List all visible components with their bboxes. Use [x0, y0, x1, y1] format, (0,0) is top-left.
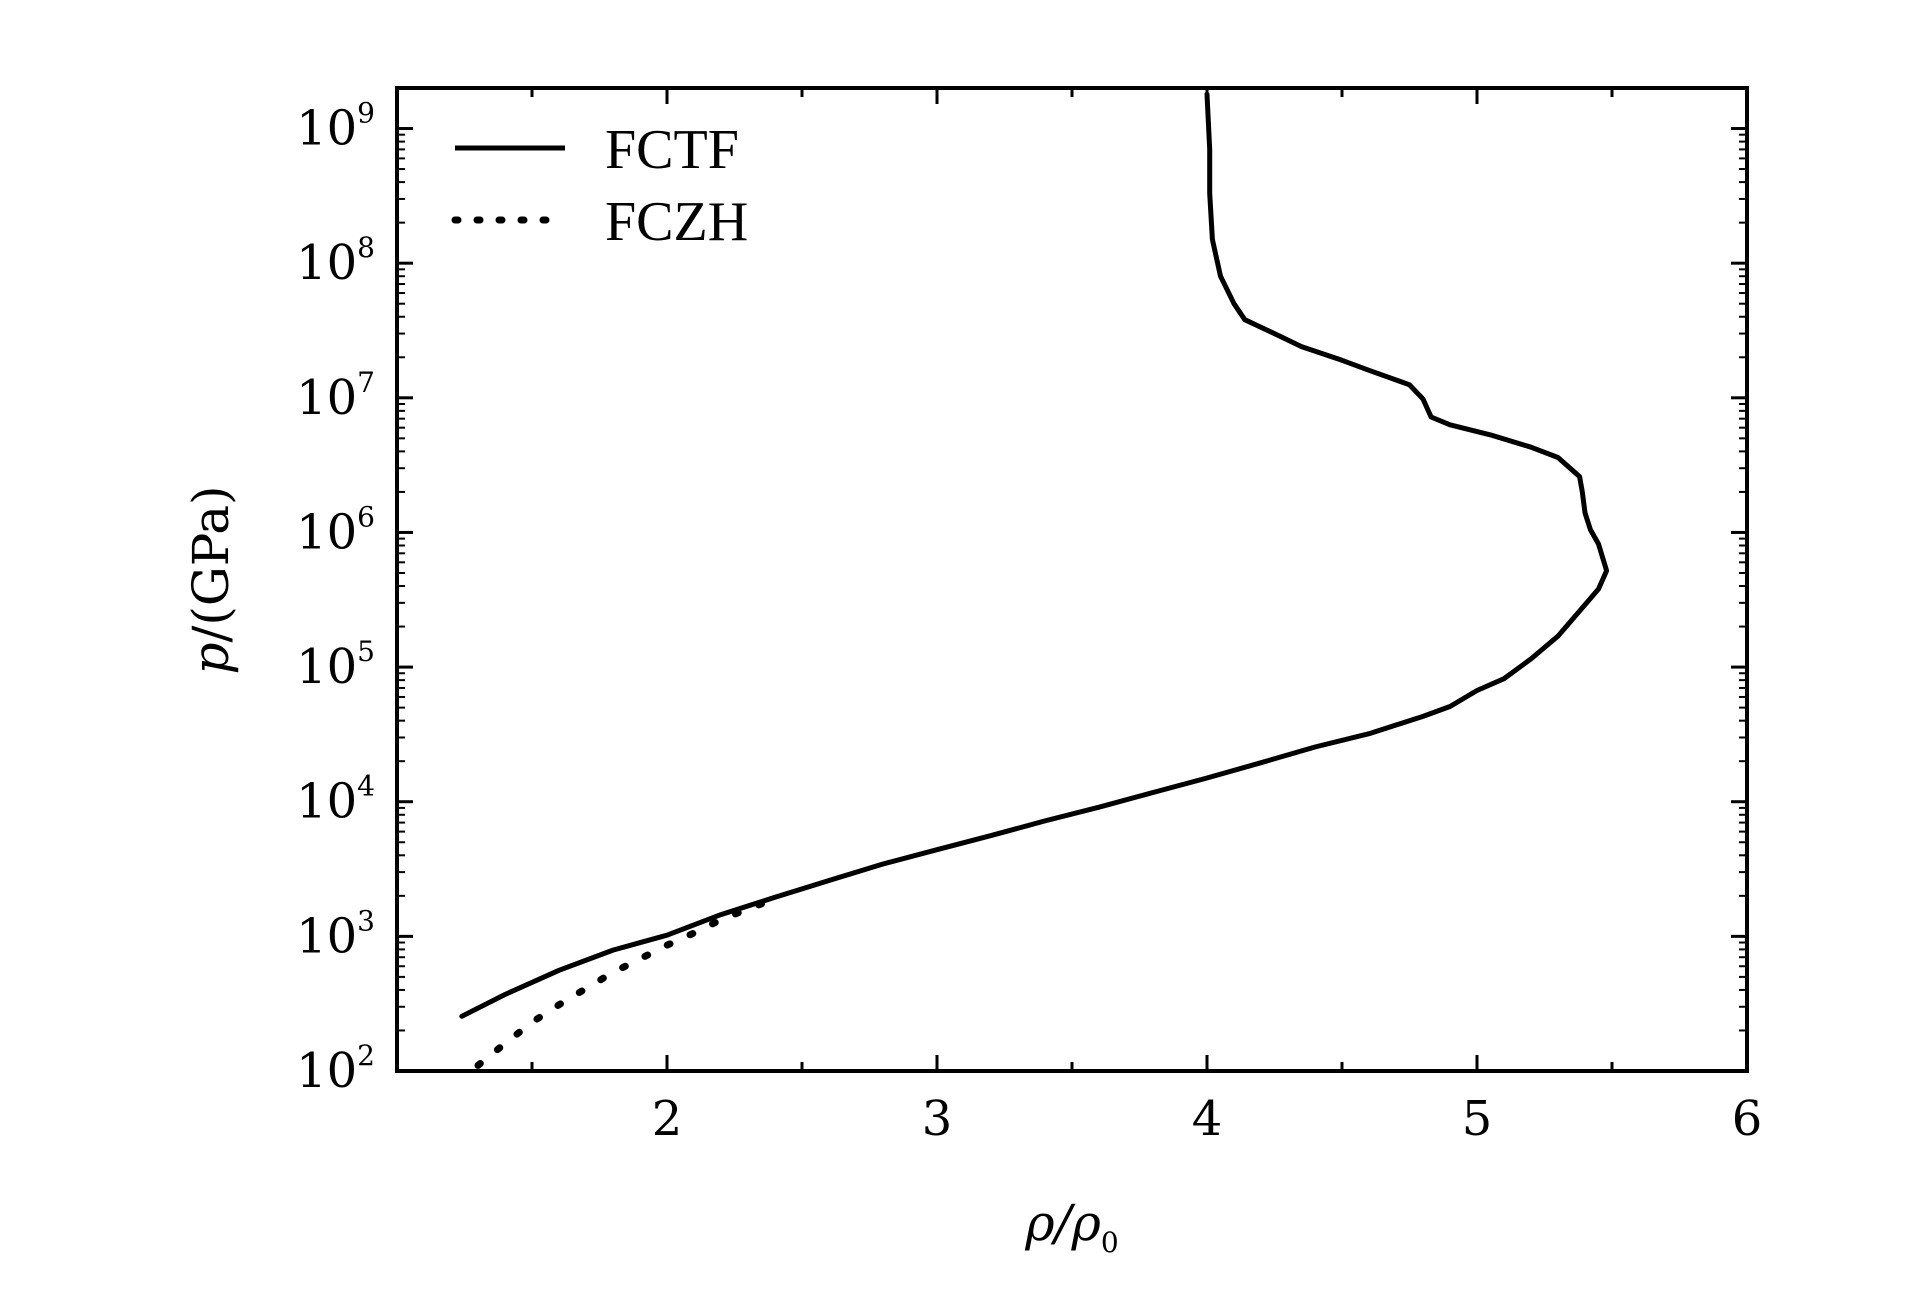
labels-layer: 2 3 4 5 6 102 103 104 105 106 107 108 109: [296, 97, 1762, 1147]
y-axis-label-rest: /(GPa): [182, 485, 240, 642]
plot-frame: [395, 86, 1749, 1073]
series-line-fczh: [474, 895, 779, 1069]
y-tick-label: 109: [296, 97, 375, 157]
x-axis-label-base: ρ/ρ: [1024, 1194, 1101, 1252]
x-tick-label: 2: [652, 1091, 683, 1147]
y-tick-label: 107: [296, 366, 375, 426]
legend-label-fczh: FCZH: [605, 191, 748, 253]
y-tick-label: 104: [296, 770, 375, 830]
legend: FCTF FCZH: [451, 119, 748, 253]
series-line-fctf: [459, 91, 1610, 1019]
y-tick-label: 103: [296, 904, 375, 964]
x-tick-label: 4: [1192, 1091, 1223, 1147]
x-axis-label: ρ/ρ0: [1024, 1194, 1118, 1259]
x-tick-label: 5: [1462, 1091, 1493, 1147]
y-axis-label-italic: p: [182, 643, 240, 675]
series-layer: [459, 91, 1610, 1069]
y-tick-label: 105: [296, 635, 375, 695]
x-tick-label: 3: [922, 1091, 953, 1147]
y-tick-label: 102: [296, 1039, 375, 1099]
x-axis-label-sub: 0: [1101, 1226, 1119, 1259]
legend-label-fctf: FCTF: [605, 119, 739, 181]
x-tick-label: 6: [1732, 1091, 1763, 1147]
y-tick-label: 108: [296, 231, 375, 291]
y-tick-label: 106: [296, 500, 375, 560]
y-axis-label: p/(GPa): [182, 485, 240, 674]
